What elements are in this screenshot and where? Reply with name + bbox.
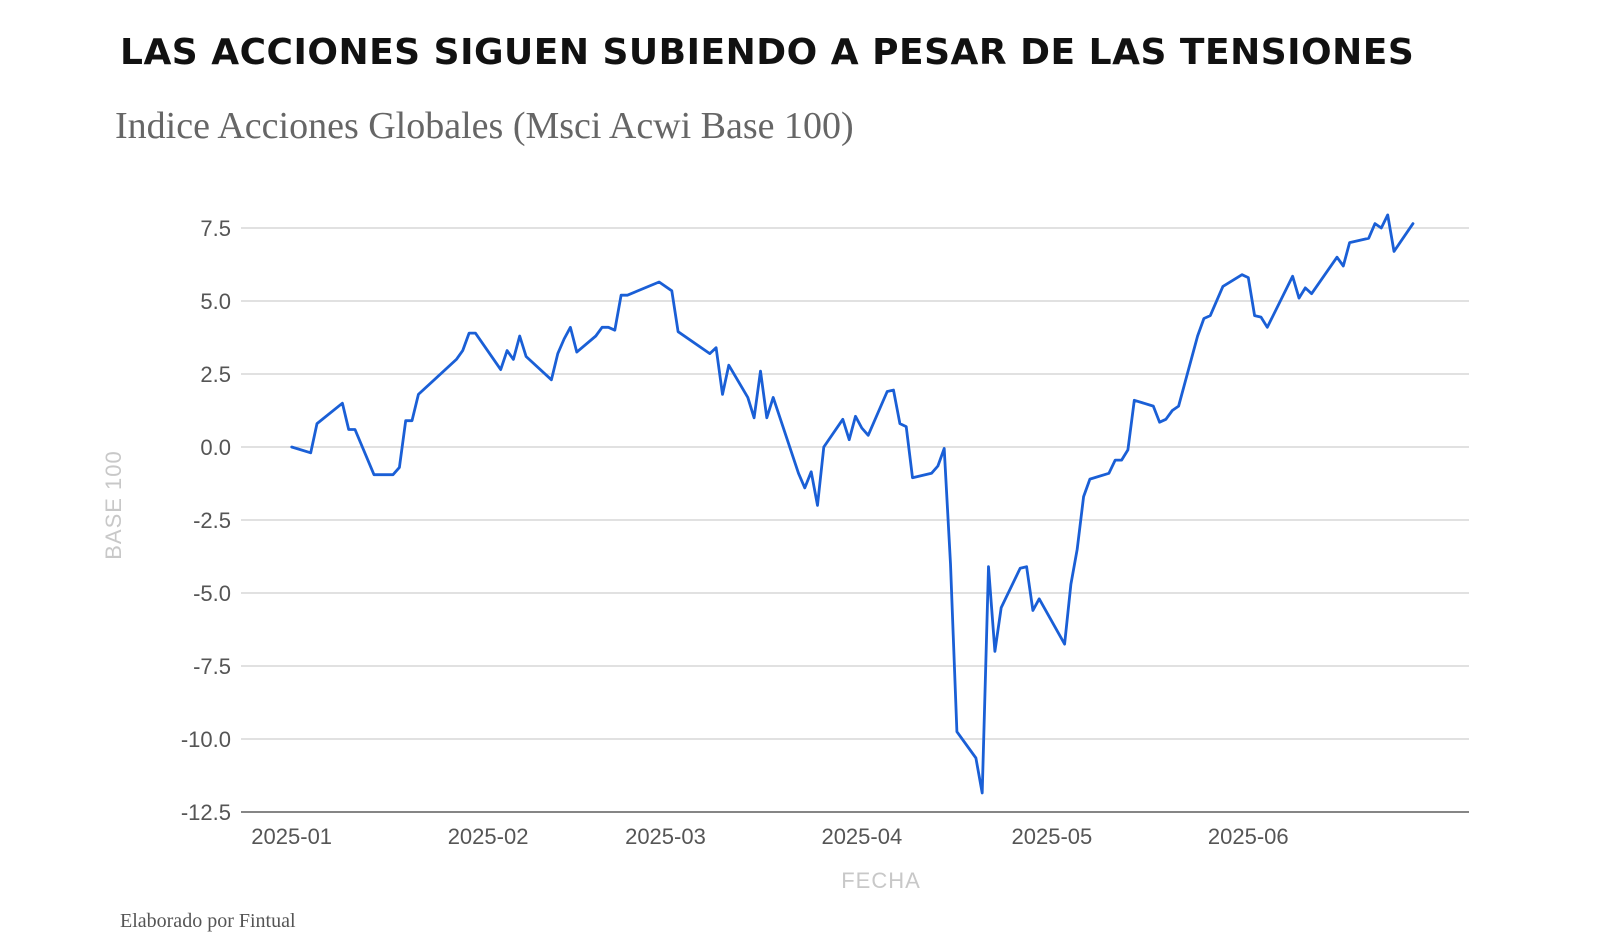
chart-title: LAS ACCIONES SIGUEN SUBIENDO A PESAR DE … bbox=[120, 32, 1415, 73]
y-tick-label: -12.5 bbox=[181, 800, 231, 825]
x-tick-label: 2025-04 bbox=[821, 824, 902, 849]
x-tick-label: 2025-01 bbox=[251, 824, 332, 849]
x-axis-ticks: 2025-01 2025-02 2025-03 2025-04 2025-05 2025-… bbox=[251, 824, 1288, 849]
x-tick-label: 2025-03 bbox=[625, 824, 706, 849]
line-chart: 7.5 5.0 2.5 0.0 -2.5 -5.0 -7.5 -10.0 -12.5 2025-… bbox=[101, 213, 1469, 893]
y-tick-label: -2.5 bbox=[193, 508, 231, 533]
y-tick-label: 5.0 bbox=[200, 289, 231, 314]
y-tick-label: -7.5 bbox=[193, 654, 231, 679]
grid-lines bbox=[241, 227, 1469, 813]
y-tick-label: -10.0 bbox=[181, 727, 231, 752]
x-tick-label: 2025-06 bbox=[1208, 824, 1289, 849]
x-tick-label: 2025-05 bbox=[1012, 824, 1093, 849]
x-tick-label: 2025-02 bbox=[448, 824, 529, 849]
x-axis-title: FECHA bbox=[841, 868, 921, 893]
y-axis-title: BASE 100 bbox=[101, 450, 126, 560]
y-tick-label: 7.5 bbox=[200, 216, 231, 241]
y-tick-label: 0.0 bbox=[200, 435, 231, 460]
chart-subtitle: Indice Acciones Globales (Msci Acwi Base… bbox=[115, 105, 854, 147]
y-tick-label: -5.0 bbox=[193, 581, 231, 606]
y-tick-label: 2.5 bbox=[200, 362, 231, 387]
series-line bbox=[290, 213, 1415, 795]
credit-note: Elaborado por Fintual bbox=[120, 910, 296, 932]
y-axis-ticks: 7.5 5.0 2.5 0.0 -2.5 -5.0 -7.5 -10.0 -12.5 bbox=[181, 216, 231, 825]
